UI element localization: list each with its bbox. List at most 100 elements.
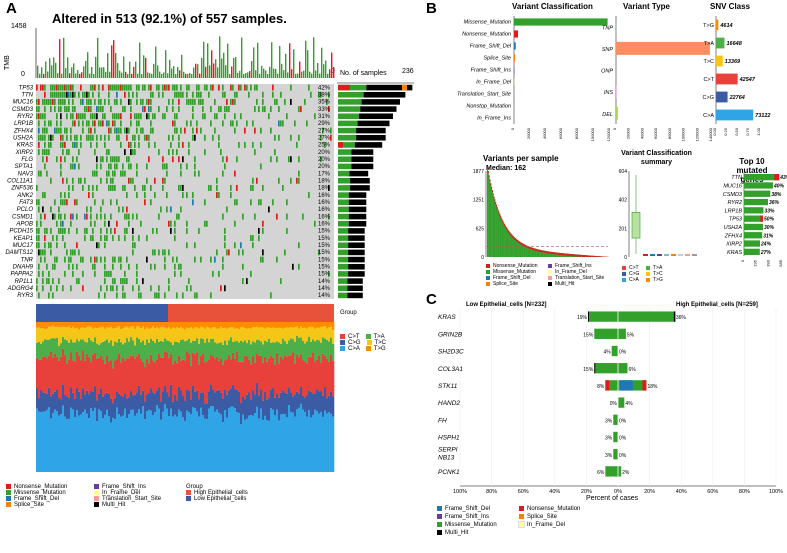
snv-bar	[716, 91, 728, 103]
snv-stack-segment	[138, 322, 141, 327]
high-label: 4%	[625, 401, 633, 407]
oncoplot-cell	[222, 84, 224, 91]
tmb-bar	[161, 73, 163, 78]
gene-label: TTN	[21, 93, 33, 99]
tmb-bar	[123, 56, 125, 78]
vps-bar-top	[536, 249, 538, 252]
oncoplot-cell	[60, 220, 62, 227]
low-label: 15%	[583, 332, 594, 338]
snv-stack-segment	[62, 405, 65, 472]
oncoplot-cell	[198, 170, 200, 177]
samples-bar-multi	[348, 242, 365, 249]
oncoplot-cell	[106, 149, 108, 156]
oncoplot-cell	[102, 120, 104, 127]
snv-stack-segment	[126, 398, 129, 419]
oncoplot-cell	[124, 292, 126, 299]
top10-gene: LRP1B	[725, 208, 743, 214]
oncoplot-cell	[230, 98, 232, 105]
oncoplot-cell	[188, 141, 190, 148]
vps-bar-top	[503, 222, 505, 225]
inframe-del-swatch	[94, 490, 99, 496]
panel-a-svg: TP53TTNMUC16CSMD3RYR2LRP1BZFHX4USH2AKRAS…	[5, 28, 414, 472]
oncoplot-cell	[274, 134, 276, 141]
snv-stack-segment	[310, 356, 313, 392]
tmb-bar	[253, 47, 255, 78]
vps-bar-top	[491, 190, 493, 193]
snv-stack-segment	[102, 396, 105, 419]
snv-stack-segment	[272, 357, 275, 389]
oncoplot-cell	[62, 134, 64, 141]
vps-bar-top	[570, 254, 572, 257]
oncoplot-cell	[146, 256, 148, 263]
oncoplot-cell	[84, 227, 86, 234]
snv-stack-segment	[182, 328, 185, 340]
oncoplot-cell	[64, 256, 66, 263]
oncoplot-cell	[68, 106, 70, 113]
snv-stack-segment	[68, 397, 71, 419]
gene-percent: 29%	[318, 121, 331, 127]
oncoplot-cell	[110, 199, 112, 206]
snv-stack-segment	[196, 352, 199, 391]
oncoplot-cell	[130, 177, 132, 184]
top10-gene: TP53	[729, 217, 743, 223]
vps-bar-top	[530, 247, 532, 250]
oncoplot-cell	[298, 177, 300, 184]
vps-bar-top	[552, 252, 554, 255]
samples-bar-multi	[348, 228, 365, 234]
samples-bar-splice	[402, 84, 407, 91]
oncoplot-cell	[210, 184, 212, 191]
bar-Missense_Mutation	[514, 18, 608, 26]
samples-bar-missense	[338, 177, 351, 184]
oncoplot-cell	[110, 184, 112, 191]
oncoplot-cell	[130, 163, 132, 170]
snv-stack-segment	[64, 322, 67, 327]
panel-c-legend: Frame_Shift_Del Nonsense_Mutation Frame_…	[437, 506, 609, 536]
oncoplot-cell	[164, 113, 166, 120]
vps-bar-top	[591, 255, 593, 257]
snv-stack-segment	[98, 344, 101, 358]
tmb-bar	[195, 63, 197, 78]
snv-stack-segment	[118, 322, 121, 327]
snv-stack-segment	[62, 336, 65, 349]
oncoplot-cell	[128, 220, 130, 227]
snv-stack-segment	[208, 322, 211, 328]
vps-bar	[489, 179, 491, 257]
snv-stack-segment	[328, 412, 331, 472]
oncoplot-cells	[36, 84, 332, 299]
snv-stack-segment	[228, 390, 231, 409]
oncoplot-cell	[60, 120, 62, 127]
snv-stack-segment	[238, 329, 241, 343]
vps-bar-top	[541, 250, 543, 253]
oncoplot-cell	[110, 213, 112, 220]
vps-bar	[546, 251, 548, 257]
vps-bar-top	[583, 255, 585, 257]
snv-stack-segment	[56, 389, 59, 412]
oncoplot-cell	[174, 91, 176, 98]
gene-label: PCLO	[17, 207, 34, 213]
snv-stack-segment	[270, 327, 273, 343]
oncoplot-cell	[258, 235, 260, 242]
oncoplot-cell	[124, 213, 126, 220]
snv-stack-segment	[158, 322, 161, 329]
oncoplot-cell	[38, 134, 40, 141]
oncoplot-cell	[328, 270, 330, 277]
snv-stack-segment	[152, 415, 155, 472]
snv-stack-segment	[318, 340, 321, 356]
tmb-bar	[159, 71, 161, 78]
gene-percent: 14%	[318, 279, 331, 285]
oncoplot-cell	[112, 170, 114, 177]
gene-label: NAV3	[18, 171, 34, 177]
category-label: TNP	[602, 25, 613, 31]
oncoplot-cell	[38, 98, 40, 105]
snv-stack-segment	[228, 408, 231, 472]
oncoplot-cell	[60, 98, 62, 105]
oncoplot-cell	[132, 177, 134, 184]
oncoplot-cell	[132, 235, 134, 242]
oncoplot-cell	[64, 227, 66, 234]
oncoplot-cell	[112, 120, 114, 127]
snv-stack-segment	[320, 342, 323, 363]
cohort-gene-label: STK11	[438, 383, 458, 390]
oncoplot-cell	[42, 156, 44, 163]
oncoplot-cell	[68, 184, 70, 191]
